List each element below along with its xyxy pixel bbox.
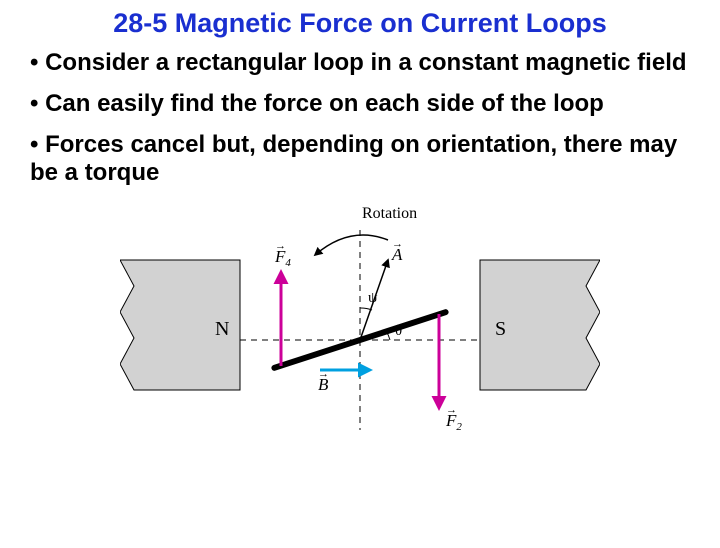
svg-text:θ: θ xyxy=(395,323,402,339)
magnetic-loop-diagram: N S Rotation F4→ F2→ A→ B→ ψ θ xyxy=(120,200,600,450)
svg-text:F4→: F4→ xyxy=(274,240,291,269)
svg-text:A→: A→ xyxy=(391,238,403,264)
svg-text:ψ: ψ xyxy=(368,290,378,306)
svg-text:B→: B→ xyxy=(318,368,329,394)
svg-text:Rotation: Rotation xyxy=(362,205,417,222)
page-title: 28-5 Magnetic Force on Current Loops xyxy=(0,8,720,39)
svg-text:N: N xyxy=(215,318,229,340)
svg-text:F2→: F2→ xyxy=(445,404,462,433)
svg-text:S: S xyxy=(495,318,506,340)
diagram-container: N S Rotation F4→ F2→ A→ B→ ψ θ xyxy=(0,200,720,450)
bullet-1: • Consider a rectangular loop in a const… xyxy=(30,49,690,78)
bullet-2: • Can easily find the force on each side… xyxy=(30,90,690,119)
bullet-3: • Forces cancel but, depending on orient… xyxy=(30,131,690,189)
